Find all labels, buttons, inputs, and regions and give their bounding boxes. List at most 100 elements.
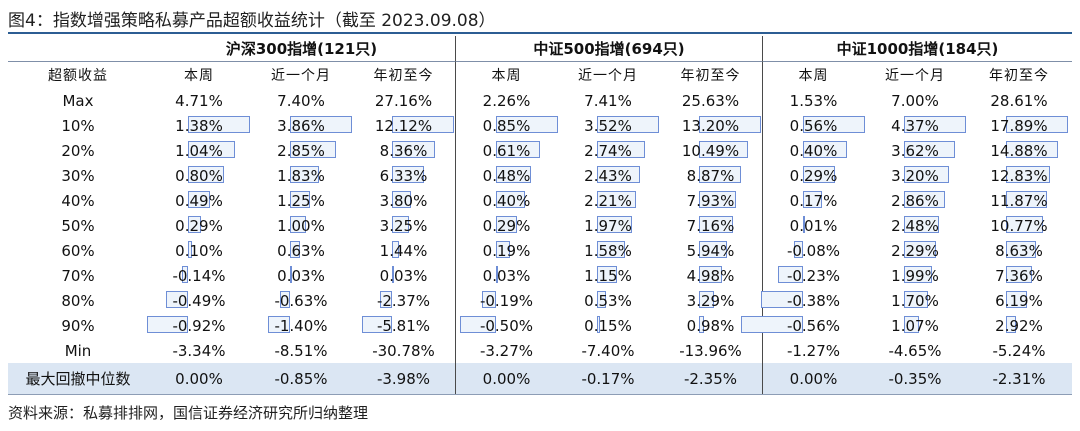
data-bar: [904, 191, 945, 208]
data-bar: [761, 291, 803, 308]
data-bar: [188, 216, 201, 233]
cell-value: 0.29%: [482, 216, 531, 235]
cell-value: -4.65%: [888, 341, 942, 360]
data-cell: 11.87%: [966, 188, 1072, 213]
data-cell: -0.14%: [148, 263, 250, 288]
data-cell: 1.99%: [864, 263, 966, 288]
data-cell: -1.40%: [250, 313, 352, 338]
data-bar: [904, 116, 966, 133]
data-cell: 1.97%: [557, 213, 659, 238]
data-bar: [699, 291, 714, 308]
data-bar: [803, 216, 805, 233]
data-cell: 1.04%: [148, 138, 250, 163]
data-cell: 3.86%: [250, 113, 352, 138]
data-cell: 0.40%: [455, 188, 557, 213]
cell-value: 10.49%: [681, 141, 740, 160]
data-cell: 0.15%: [557, 313, 659, 338]
data-bar: [290, 191, 310, 208]
cell-value: -5.81%: [376, 316, 431, 335]
cell-value: -2.35%: [683, 369, 738, 388]
data-bar: [904, 291, 928, 308]
cell-value: 3.86%: [277, 116, 325, 135]
data-cell: 3.25%: [352, 213, 455, 238]
data-cell: 1.58%: [557, 238, 659, 263]
row-label: 40%: [61, 191, 95, 210]
data-bar: [392, 116, 454, 133]
data-bar: [803, 116, 865, 133]
data-bar: [904, 316, 919, 333]
cell-value: 7.36%: [995, 266, 1043, 285]
cell-value: 25.63%: [681, 91, 740, 110]
cell-value: 3.20%: [891, 166, 939, 185]
data-cell: 1.53%: [762, 88, 864, 113]
cell-value: 28.61%: [990, 91, 1048, 110]
cell-value: 2.43%: [584, 166, 632, 185]
data-bar: [803, 166, 835, 183]
cell-value: 0.49%: [175, 191, 223, 210]
data-cell: 0.00%: [455, 363, 557, 394]
data-bar: [699, 141, 748, 158]
cell-value: 0.48%: [482, 166, 531, 185]
cell-value: 4.71%: [175, 91, 223, 110]
cell-value: 0.03%: [482, 266, 531, 285]
cell-value: -2.37%: [376, 291, 431, 310]
data-bar: [803, 141, 847, 158]
cell-value: 10.77%: [990, 216, 1048, 235]
header-blank: [8, 36, 148, 62]
cell-value: 8.36%: [379, 141, 428, 160]
data-cell: 0.56%: [762, 113, 865, 138]
data-bar: [496, 166, 531, 183]
cell-value: 1.44%: [379, 241, 428, 260]
cell-value: 2.92%: [995, 316, 1043, 335]
cell-value: -0.92%: [172, 316, 226, 335]
cell-value: -8.51%: [274, 341, 328, 360]
row-label: 最大回撤中位数: [8, 363, 148, 394]
period-header: 本周: [455, 62, 557, 88]
cell-value: 0.15%: [584, 316, 632, 335]
data-cell: 10.77%: [966, 213, 1072, 238]
cell-value: 0.85%: [482, 116, 531, 135]
data-cell: 7.16%: [659, 213, 762, 238]
cell-value: 1.99%: [891, 266, 939, 285]
cell-value: 2.85%: [277, 141, 325, 160]
data-bar: [597, 291, 606, 308]
data-bar: [699, 116, 761, 133]
cell-value: 0.56%: [789, 116, 838, 135]
data-cell: 1.44%: [352, 238, 455, 263]
data-bar: [597, 266, 617, 283]
cell-value: 0.17%: [789, 191, 838, 210]
cell-value: 0.01%: [789, 216, 838, 235]
data-cell: 12.83%: [966, 163, 1072, 188]
row-label: 30%: [61, 166, 95, 185]
cell-value: 1.58%: [584, 241, 632, 260]
data-bar: [597, 141, 645, 158]
data-bar: [392, 141, 435, 158]
cell-value: -5.24%: [992, 341, 1046, 360]
data-cell: 2.26%: [455, 88, 557, 113]
cell-value: -0.56%: [786, 316, 841, 335]
data-bar: [1006, 216, 1043, 233]
data-cell: 3.80%: [352, 188, 455, 213]
source-note: 资料来源：私募排排网，国信证券经济研究所归纳整理: [8, 404, 369, 422]
cell-value: -0.14%: [172, 266, 226, 285]
data-cell: 13.20%: [659, 113, 762, 138]
data-bar: [362, 316, 392, 333]
data-bar: [699, 316, 704, 333]
period-header: 年初至今: [373, 68, 434, 84]
group-header: 沪深300指增(121只): [148, 36, 455, 62]
data-bar: [699, 166, 741, 183]
period-header: 年初至今: [680, 68, 741, 84]
cell-value: 27.16%: [374, 91, 433, 110]
data-cell: -3.98%: [352, 363, 455, 394]
data-cell: -0.35%: [864, 363, 966, 394]
group-header: 中证1000指增(184只): [762, 36, 1072, 62]
cell-value: 1.97%: [584, 216, 632, 235]
data-bar: [597, 191, 636, 208]
data-cell: -0.17%: [557, 363, 659, 394]
data-bar: [496, 141, 540, 158]
data-cell: -3.27%: [455, 338, 557, 363]
data-bar: [182, 266, 188, 283]
data-cell: 0.01%: [762, 213, 864, 238]
data-bar: [1006, 141, 1058, 158]
data-cell: 0.53%: [557, 288, 659, 313]
